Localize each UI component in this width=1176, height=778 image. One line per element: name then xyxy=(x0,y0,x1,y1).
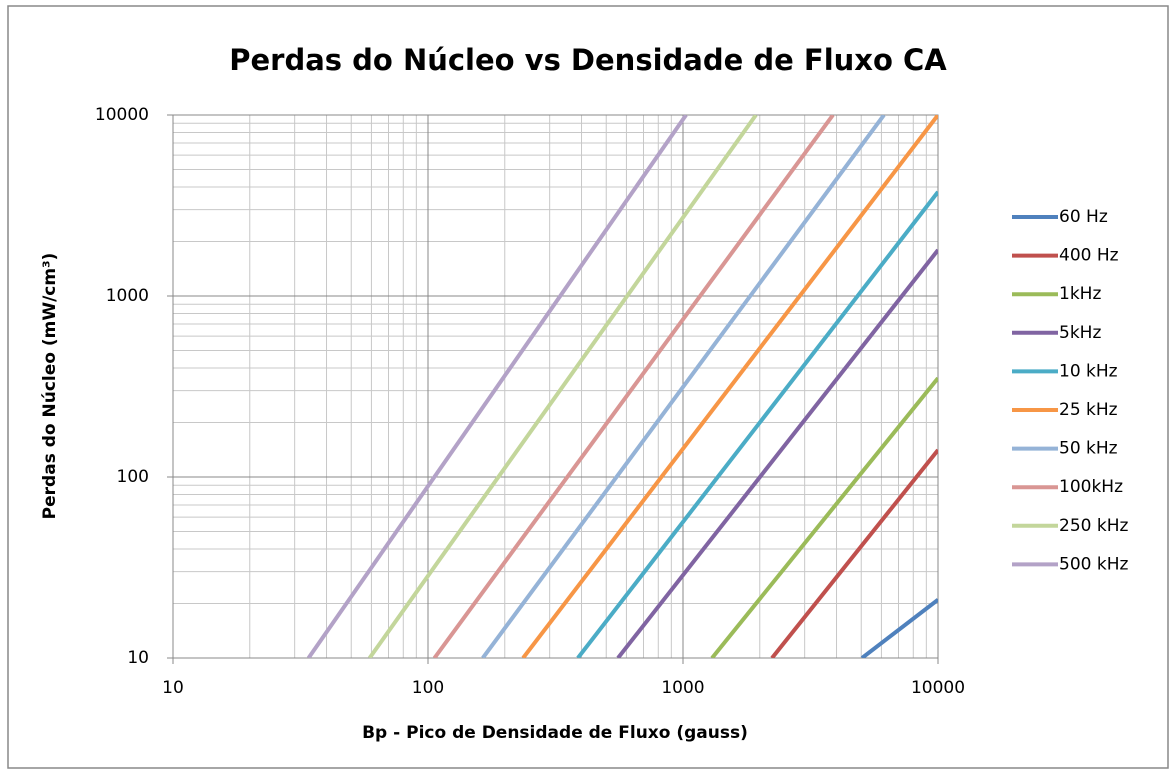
series-line xyxy=(710,376,938,658)
x-tick-label: 10 xyxy=(162,678,184,698)
series-line xyxy=(576,190,938,658)
y-tick-label: 1000 xyxy=(106,286,149,306)
x-tick-label: 1000 xyxy=(661,678,704,698)
y-tick-label: 10000 xyxy=(95,105,149,125)
series-line xyxy=(616,248,938,658)
y-tick-label: 100 xyxy=(117,467,149,487)
series-line xyxy=(367,115,758,658)
series-line xyxy=(432,115,835,658)
x-tick-label: 100 xyxy=(412,678,444,698)
x-tick-label: 10000 xyxy=(911,678,965,698)
legend-label: 60 Hz xyxy=(1059,207,1108,227)
legend-label: 1kHz xyxy=(1059,284,1101,304)
legend-label: 100kHz xyxy=(1059,477,1123,497)
chart-frame xyxy=(7,5,1169,769)
series-line xyxy=(306,115,688,658)
legend-label: 5kHz xyxy=(1059,323,1101,343)
series-line xyxy=(521,115,938,658)
series-line xyxy=(770,448,938,658)
plot-border xyxy=(172,114,939,659)
y-tick-label: 10 xyxy=(127,648,149,668)
legend-label: 500 kHz xyxy=(1059,554,1128,574)
y-axis-label: Perdas do Núcleo (mW/cm³) xyxy=(40,253,60,520)
legend-label: 25 kHz xyxy=(1059,400,1118,420)
chart-title: Perdas do Núcleo vs Densidade de Fluxo C… xyxy=(229,43,947,77)
legend-label: 10 kHz xyxy=(1059,361,1118,381)
series-line xyxy=(481,115,886,658)
series-line xyxy=(860,598,938,658)
legend-label: 50 kHz xyxy=(1059,439,1118,459)
legend-label: 250 kHz xyxy=(1059,516,1128,536)
x-axis-label: Bp - Pico de Densidade de Fluxo (gauss) xyxy=(362,723,748,743)
legend-label: 400 Hz xyxy=(1059,246,1119,266)
